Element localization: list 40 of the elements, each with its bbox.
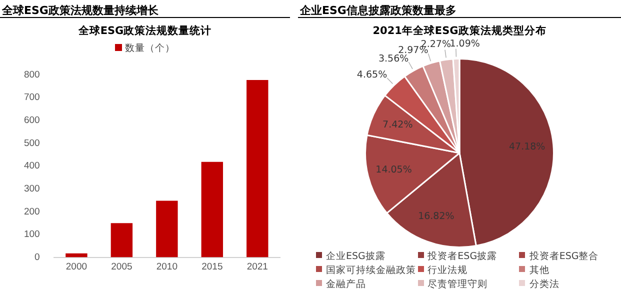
text: 企业ESG信息披露政策数量最多 [298,0,621,18]
data-label: 4.65% [356,69,388,80]
x-tick-label: 2021 [246,262,268,273]
x-tick-label: 2015 [202,262,223,273]
legend-label: 投资者ESG整合 [528,250,600,263]
y-tick-label: 800 [24,69,40,80]
y-tick-label: 400 [24,160,40,172]
legend-label: 金融产品 [325,278,367,291]
data-label: 47.18% [508,141,546,152]
data-label: 16.82% [418,211,454,222]
data-label: 14.05% [376,164,412,176]
x-tick-label: 2005 [111,262,132,273]
legend-label: 分类法 [528,278,560,291]
bar [201,162,224,258]
data-label: 3.56% [378,53,409,64]
y-tick-label: 500 [24,138,40,149]
chart-title: 2021年全球ESG政策法规类型分布 [372,24,548,38]
y-tick-label: 200 [24,206,40,218]
x-tick-label: 2000 [66,262,88,273]
legend-label: 国家可持续金融政策 [325,264,417,277]
y-tick-label: 100 [24,229,40,240]
legend-label: 行业法规 [426,264,469,277]
bar [66,253,88,258]
bar [156,200,178,258]
chart-title: 全球ESG政策法规数量统计 [77,24,213,38]
legend-label: 企业ESG披露 [325,250,386,263]
y-tick-label: 0 [34,252,40,263]
bar [110,223,133,258]
legend-label: 数量（个） [124,42,176,55]
data-label: 1.09% [450,38,480,50]
y-tick-label: 300 [24,183,40,194]
data-label: 7.42% [382,120,413,131]
legend-label: 尽责管理守则 [426,278,489,291]
text: 全球ESG政策法规数量持续增长 [0,0,290,18]
legend-label: 其他 [528,264,550,277]
bar [246,80,268,258]
y-tick-label: 600 [24,114,40,126]
legend-label: 投资者ESG披露 [426,250,498,263]
y-tick-label: 700 [24,92,40,104]
x-tick-label: 2010 [156,262,178,273]
